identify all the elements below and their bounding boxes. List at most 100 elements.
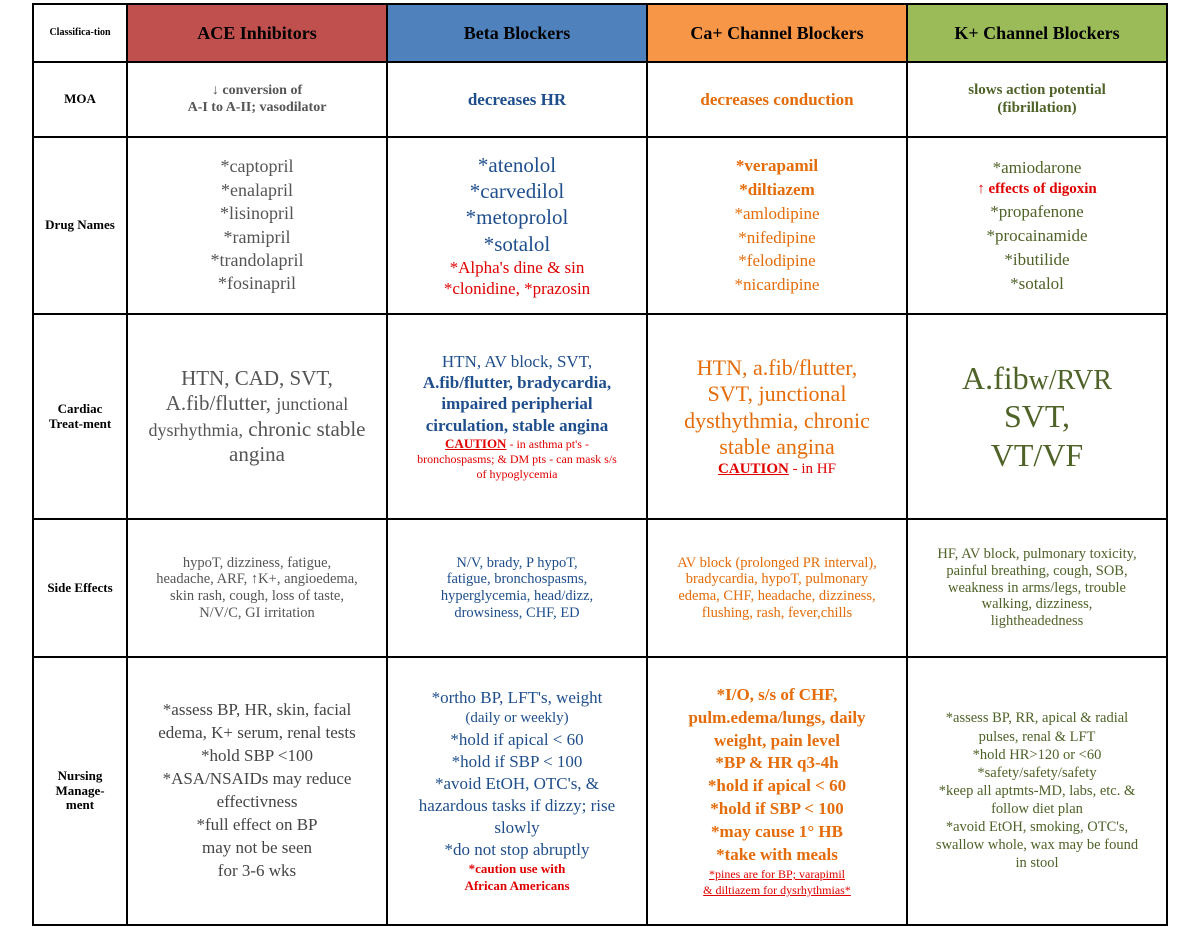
ace-nursing: *assess BP, HR, skin, facial edema, K+ s… xyxy=(126,656,388,926)
nursing-line: *assess BP, RR, apical & radial xyxy=(945,710,1129,727)
ca-side-effects: AV block (prolonged PR interval), bradyc… xyxy=(646,518,908,658)
side-effect-line: AV block (prolonged PR interval), xyxy=(677,554,877,571)
nursing-line: in stool xyxy=(1015,855,1059,872)
side-effect-line: skin rash, cough, loss of taste, xyxy=(170,588,344,604)
treatment-line: HTN, AV block, SVT, xyxy=(441,351,593,371)
treatment-line: circulation, stable angina xyxy=(425,415,609,435)
drug-name: *propafenone xyxy=(990,202,1084,222)
nursing-line: slowly xyxy=(494,818,540,837)
treatment-line: HTN, CAD, SVT, xyxy=(181,366,333,391)
classification-header: Classifica-tion xyxy=(32,3,128,63)
cardiac-treatment-label: Cardiac Treat-ment xyxy=(32,313,128,520)
nursing-line: *avoid EtOH, OTC's, & xyxy=(434,773,600,793)
k-drugs: *amiodarone ↑ effects of digoxin *propaf… xyxy=(906,136,1168,315)
ca-channel-blockers-header: Ca+ Channel Blockers xyxy=(646,3,908,63)
nursing-line: (daily or weekly) xyxy=(465,710,569,727)
nursing-management-row: Nursing Manage- ment *assess BP, HR, ski… xyxy=(32,656,1168,926)
side-effects-row: Side Effects hypoT, dizziness, fatigue, … xyxy=(32,518,1168,658)
k-cardiac: A.fibw/RVR SVT, VT/VF xyxy=(906,313,1168,520)
side-effects-label: Side Effects xyxy=(32,518,128,658)
k-nursing: *assess BP, RR, apical & radial pulses, … xyxy=(906,656,1168,926)
nursing-line: *BP & HR q3-4h xyxy=(715,753,839,773)
treatment-line: A.fib/flutter, bradycardia, xyxy=(422,373,612,393)
drug-name: *amiodarone xyxy=(992,157,1082,177)
drug-name: *captopril xyxy=(220,156,294,177)
drug-name: *felodipine xyxy=(738,251,816,271)
drug-name: *lisinopril xyxy=(219,203,294,224)
ca-drugs: *verapamil *diltiazem *amlodipine *nifed… xyxy=(646,136,908,315)
drug-classification-table: Classifica-tion ACE Inhibitors Beta Bloc… xyxy=(32,3,1168,926)
caution-word: CAUTION xyxy=(718,461,789,478)
nursing-line: *hold if apical < 60 xyxy=(707,776,847,796)
nursing-line: *keep all aptmts-MD, labs, etc. & xyxy=(938,782,1136,799)
caution-text: - in asthma pt's - xyxy=(506,436,589,451)
nursing-line: follow diet plan xyxy=(991,801,1083,818)
ace-cardiac: HTN, CAD, SVT, A.fib/flutter, junctional… xyxy=(126,313,388,520)
moa-row: MOA ↓ conversion of A-I to A-II; vasodil… xyxy=(32,61,1168,138)
nursing-line: swallow whole, wax may be found xyxy=(935,837,1139,854)
treatment-line: A.fib/flutter, junctional xyxy=(131,391,383,416)
beta-moa: decreases HR xyxy=(386,61,648,138)
drug-name: *sotalol xyxy=(483,231,551,256)
label-line: Nursing xyxy=(57,767,103,783)
side-effect-line: flushing, rash, fever,chills xyxy=(701,604,853,621)
label-line: ment xyxy=(65,797,95,813)
treatment-text: chronic stable xyxy=(248,416,366,441)
label-line: Manage- xyxy=(55,782,105,798)
treatment-line: stable angina xyxy=(719,433,835,459)
k-moa-line: slows action potential xyxy=(968,82,1106,99)
ace-moa-line: ↓ conversion of xyxy=(211,83,303,99)
caution-text: - in HF xyxy=(788,461,836,478)
nursing-line: *safety/safety/safety xyxy=(977,764,1097,781)
nursing-line: effectivness xyxy=(216,792,298,811)
nursing-line: *hold SBP <100 xyxy=(201,746,313,766)
nursing-line: hazardous tasks if dizzy; rise xyxy=(418,795,616,815)
side-effect-line: painful breathing, cough, SOB, xyxy=(946,562,1128,579)
nursing-line: *may cause 1° HB xyxy=(711,822,843,842)
drug-note-red: *clonidine, *prazosin xyxy=(443,279,591,298)
caution-line: bronchospasms; & DM pts - can mask s/s xyxy=(417,452,617,467)
treatment-line: impaired peripherial xyxy=(441,394,593,414)
caution-line: CAUTION - in HF xyxy=(651,460,903,478)
nursing-management-label: Nursing Manage- ment xyxy=(32,656,128,926)
label-line: Treat-ment xyxy=(48,415,112,431)
drug-name: *nicardipine xyxy=(734,275,820,295)
drug-name: *trandolapril xyxy=(210,249,304,270)
ace-moa: ↓ conversion of A-I to A-II; vasodilator xyxy=(126,61,388,138)
treatment-text: w/RVR xyxy=(1028,364,1112,396)
side-effect-line: walking, dizziness, xyxy=(981,596,1093,613)
ace-drugs: *captopril *enalapril *lisinopril *ramip… xyxy=(126,136,388,315)
nursing-line: *I/O, s/s of CHF, xyxy=(716,684,838,704)
drug-name: *amlodipine xyxy=(734,203,820,223)
side-effect-line: fatigue, bronchospasms, xyxy=(446,571,588,588)
treatment-line: dysthythmia, chronic xyxy=(684,407,870,433)
nursing-line: weight, pain level xyxy=(713,730,841,750)
treatment-line: HTN, a.fib/flutter, xyxy=(696,354,858,380)
drug-name: *sotalol xyxy=(1010,273,1064,293)
side-effect-line: drowsiness, CHF, ED xyxy=(454,604,580,621)
nursing-line: *do not stop abruptly xyxy=(444,840,590,860)
header-row: Classifica-tion ACE Inhibitors Beta Bloc… xyxy=(32,3,1168,63)
beta-cardiac: HTN, AV block, SVT, A.fib/flutter, brady… xyxy=(386,313,648,520)
treatment-text: A.fib/flutter, xyxy=(165,391,272,416)
cardiac-treatment-row: Cardiac Treat-ment HTN, CAD, SVT, A.fib/… xyxy=(32,313,1168,520)
nursing-line: *hold if SBP < 100 xyxy=(451,751,583,771)
nursing-note-red: *pines are for BP; varapimil xyxy=(709,867,845,882)
treatment-line: dysrhythmia, chronic stable xyxy=(131,417,383,442)
k-channel-blockers-header: K+ Channel Blockers xyxy=(906,3,1168,63)
nursing-line: pulm.edema/lungs, daily xyxy=(688,707,866,727)
beta-blockers-header: Beta Blockers xyxy=(386,3,648,63)
drug-name: *atenolol xyxy=(477,152,557,177)
side-effect-line: N/V, brady, P hypoT, xyxy=(456,554,578,571)
drug-name: *enalapril xyxy=(221,179,293,200)
side-effect-line: hyperglycemia, head/dizz, xyxy=(440,588,594,604)
nursing-line: edema, K+ serum, renal tests xyxy=(158,723,356,743)
ca-moa: decreases conduction xyxy=(646,61,908,138)
beta-drugs: *atenolol *carvedilol *metoprolol *sotal… xyxy=(386,136,648,315)
nursing-line: *full effect on BP xyxy=(196,814,318,834)
nursing-line: for 3-6 wks xyxy=(217,860,297,880)
nursing-caution: African Americans xyxy=(464,878,570,894)
ca-nursing: *I/O, s/s of CHF, pulm.edema/lungs, dail… xyxy=(646,656,908,926)
nursing-line: *ortho BP, LFT's, weight xyxy=(431,688,603,708)
nursing-line: *assess BP, HR, skin, facial xyxy=(162,700,352,720)
